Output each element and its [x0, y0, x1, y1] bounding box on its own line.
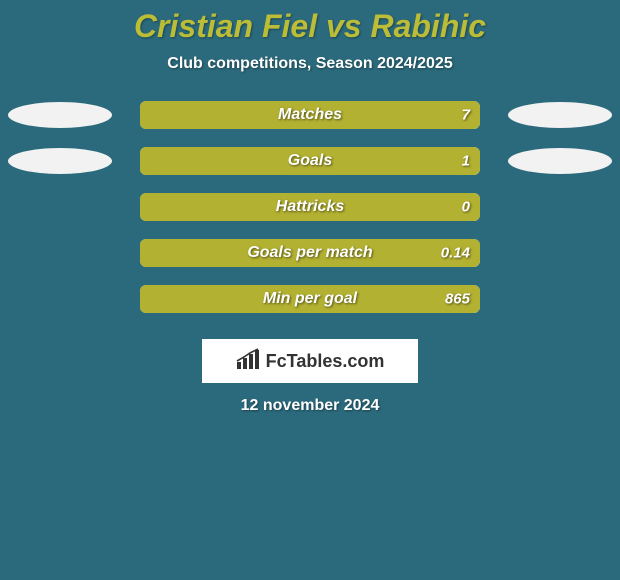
date-line: 12 november 2024: [0, 397, 620, 415]
stat-row: Matches 7: [0, 101, 620, 147]
stat-label: Matches: [278, 106, 342, 124]
stat-label: Hattricks: [276, 198, 344, 216]
stat-bar: Matches 7: [140, 101, 480, 129]
stat-value-right: 1: [462, 153, 470, 170]
stats-area: Matches 7 Goals 1 Hattricks 0 Goals per match 0…: [0, 101, 620, 331]
stat-bar: Goals per match 0.14: [140, 239, 480, 267]
stat-row: Hattricks 0: [0, 193, 620, 239]
bar-chart-icon: [236, 348, 260, 375]
logo-text: FcTables.com: [266, 351, 385, 372]
stat-bar: Goals 1: [140, 147, 480, 175]
stat-row: Goals 1: [0, 147, 620, 193]
page-title: Cristian Fiel vs Rabihic: [0, 0, 620, 45]
stat-value-right: 0: [462, 199, 470, 216]
stat-value-right: 865: [445, 291, 470, 308]
stat-value-right: 7: [462, 107, 470, 124]
stat-label: Goals: [288, 152, 332, 170]
stat-bar: Min per goal 865: [140, 285, 480, 313]
player-right-placeholder: [508, 102, 612, 128]
player-left-placeholder: [8, 102, 112, 128]
stat-label: Goals per match: [247, 244, 372, 262]
stat-row: Min per goal 865: [0, 285, 620, 331]
player-right-placeholder: [508, 148, 612, 174]
player-left-placeholder: [8, 148, 112, 174]
fctables-logo: FcTables.com: [202, 339, 418, 383]
stat-value-right: 0.14: [441, 245, 470, 262]
stat-bar: Hattricks 0: [140, 193, 480, 221]
logo-prefix: Fc: [266, 351, 287, 371]
subtitle: Club competitions, Season 2024/2025: [0, 55, 620, 73]
stat-row: Goals per match 0.14: [0, 239, 620, 285]
logo-suffix: Tables.com: [287, 351, 385, 371]
stat-label: Min per goal: [263, 290, 357, 308]
comparison-infographic: Cristian Fiel vs Rabihic Club competitio…: [0, 0, 620, 580]
